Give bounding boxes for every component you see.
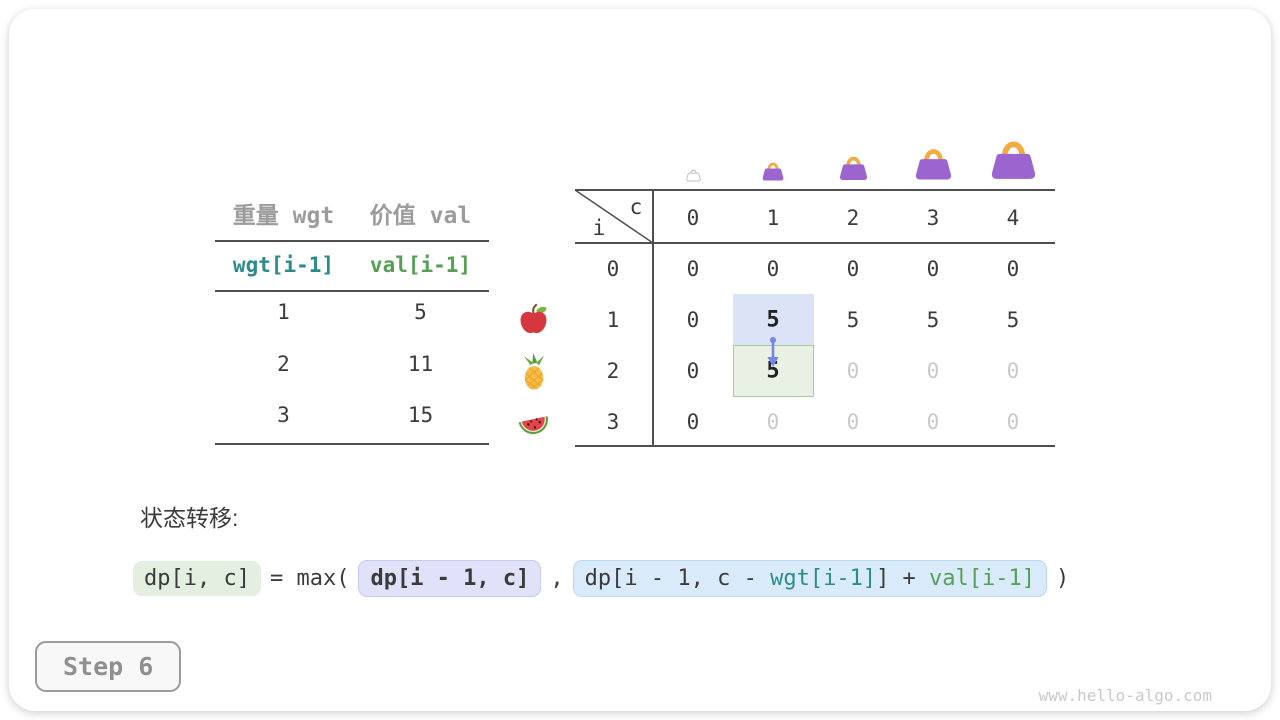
dp-cell: 5 (926, 308, 940, 332)
dp-cell: 0 (766, 257, 780, 281)
val-index-label: val[i-1] (369, 253, 472, 277)
dp-cell: 0 (766, 410, 780, 434)
bag-icon (987, 134, 1040, 187)
items-table-rule (215, 443, 489, 445)
col-axis-label: c (629, 195, 643, 219)
dp-row-header: 3 (606, 410, 620, 434)
item-weight: 1 (277, 300, 290, 324)
dp-col-header: 2 (846, 206, 860, 230)
dp-cell: 5 (846, 308, 860, 332)
dp-cell: 0 (1006, 359, 1020, 383)
axis-diagonal-line (575, 190, 654, 244)
dp-col-header: 4 (1006, 206, 1020, 230)
items-table-rule (215, 240, 489, 242)
dp-cell: 0 (686, 308, 700, 332)
item-value: 15 (407, 403, 434, 427)
dp-cell: 0 (846, 359, 860, 383)
dp-cell: 0 (686, 257, 700, 281)
watermark: www.hello-algo.com (1038, 686, 1212, 705)
weight-column-header: 重量 wgt (232, 203, 335, 229)
formula-close-paren: ) (1056, 566, 1070, 591)
items-table-header: 重量 wgt 价值 val (215, 196, 489, 230)
dp-cell: 0 (686, 359, 700, 383)
dp-cell: 5 (1006, 308, 1020, 332)
formula-operator: = max( (269, 566, 350, 591)
dp-col-header: 0 (686, 206, 700, 230)
dp-table-bottom-rule (575, 445, 1055, 447)
dp-row-header: 0 (606, 257, 620, 281)
formula-arg2-part: dp[i - 1, c - (584, 566, 771, 591)
dp-row-header: 2 (606, 359, 620, 383)
bag-icon (760, 159, 786, 187)
transfer-arrow-icon (767, 337, 779, 367)
item-weight: 3 (277, 403, 290, 427)
dp-cell: 0 (1006, 410, 1020, 434)
dp-cell-highlight-source (733, 294, 814, 345)
dp-col-header: 3 (926, 206, 940, 230)
dp-cell: 0 (1006, 257, 1020, 281)
bag-icon (837, 152, 870, 187)
step-badge: Step 6 (35, 641, 182, 692)
dp-table-top-rule (575, 189, 1055, 191)
dp-table-vertical-rule (652, 189, 654, 447)
state-transition-label: 状态转移: (140, 505, 239, 531)
formula-arg2-part: ] + (876, 566, 930, 591)
items-table-rule (215, 290, 489, 292)
formula-separator: , (550, 566, 564, 591)
dp-table-header-rule (575, 242, 1055, 244)
pineapple-icon (519, 351, 549, 398)
item-weight: 2 (277, 352, 290, 376)
dp-cell: 0 (686, 410, 700, 434)
items-index-row: wgt[i-1] val[i-1] (215, 253, 489, 277)
state-transition-formula: dp[i, c] = max( dp[i - 1, c] , dp[i - 1,… (133, 560, 1069, 597)
wgt-index-label: wgt[i-1] (232, 253, 335, 277)
dp-row-header: 1 (606, 308, 620, 332)
formula-lhs: dp[i, c] (133, 561, 261, 596)
dp-col-header: 1 (766, 206, 780, 230)
dp-cell: 0 (926, 410, 940, 434)
bag-empty-icon (685, 167, 702, 187)
item-row: 2 11 (215, 352, 489, 376)
formula-arg2-part: val[i-1] (929, 566, 1036, 591)
formula-arg1: dp[i - 1, c] (358, 560, 542, 597)
row-axis-label: i (592, 216, 606, 240)
watermelon-icon (516, 406, 551, 444)
dp-cell: 0 (846, 410, 860, 434)
formula-arg2-part: wgt[i-1] (770, 566, 877, 591)
dp-cell: 0 (846, 257, 860, 281)
item-value: 11 (407, 352, 434, 376)
item-value: 5 (414, 300, 427, 324)
bag-icon (912, 143, 955, 187)
formula-arg2: dp[i - 1, c - wgt[i-1]] + val[i-1] (572, 560, 1048, 597)
item-row: 3 15 (215, 403, 489, 427)
dp-cell: 5 (766, 307, 780, 333)
dp-cell: 0 (926, 359, 940, 383)
apple-icon (518, 303, 549, 341)
value-column-header: 价值 val (369, 203, 472, 229)
figure-card (9, 9, 1271, 711)
dp-cell: 5 (766, 358, 780, 384)
dp-cell: 0 (926, 257, 940, 281)
items-table: 重量 wgt 价值 val wgt[i-1] val[i-1] 1 5 2 11 3 15 (215, 196, 489, 445)
